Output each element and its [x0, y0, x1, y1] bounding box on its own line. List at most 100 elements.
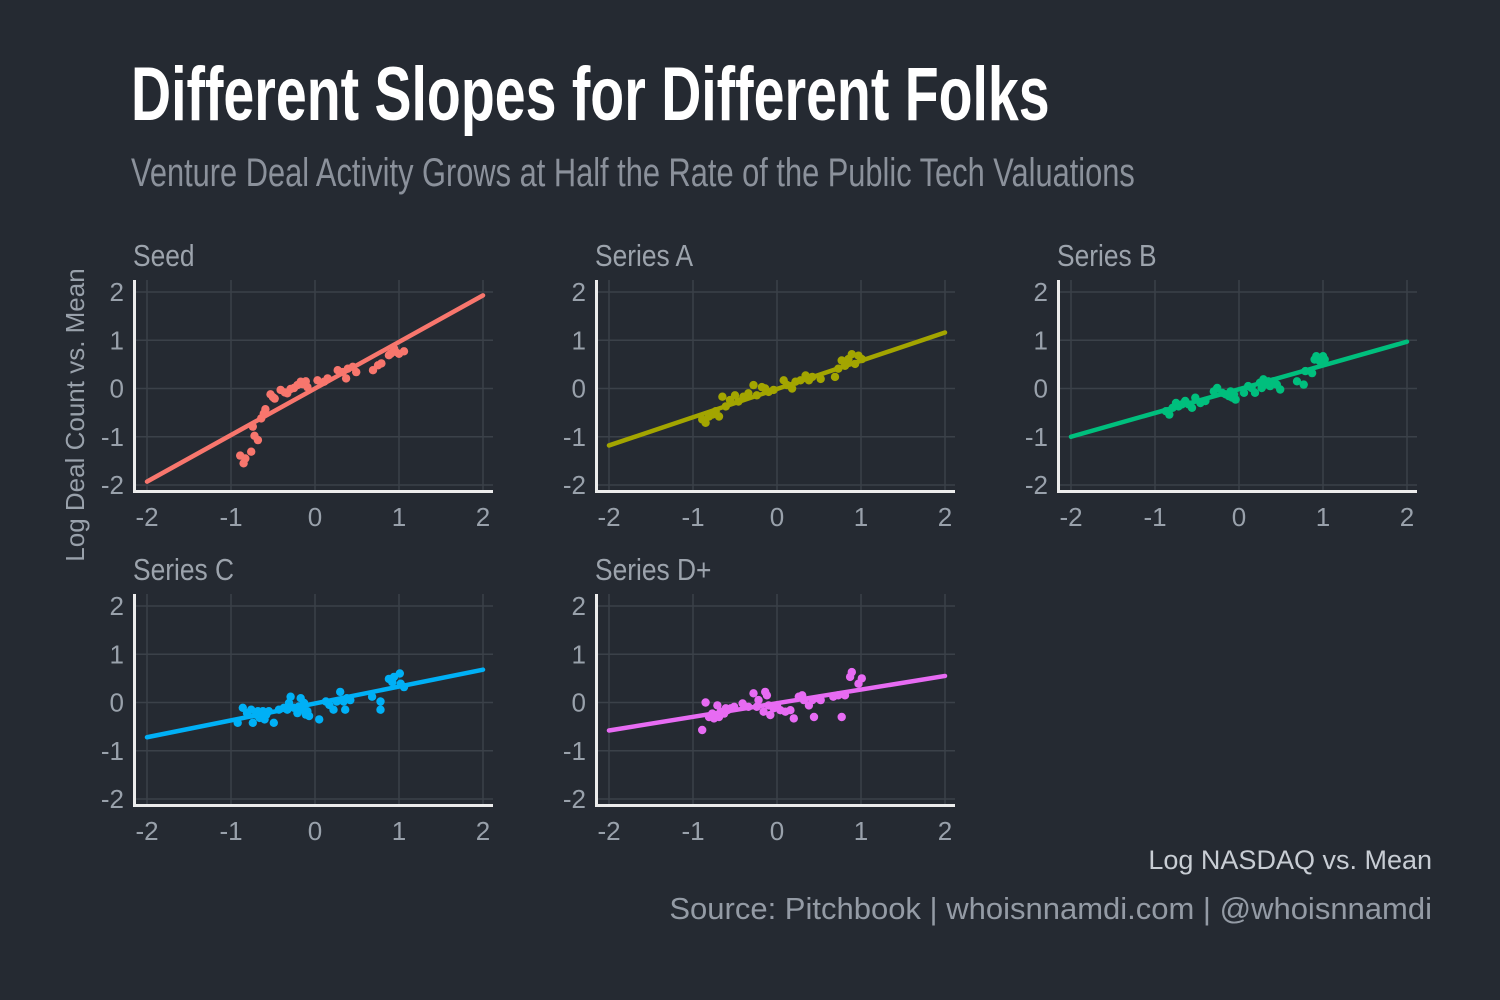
- x-tick-label: 1: [392, 816, 406, 846]
- y-tick-label: 2: [572, 280, 586, 307]
- y-tick-label: 0: [572, 688, 586, 718]
- data-point: [744, 389, 753, 398]
- y-tick-label: 2: [110, 280, 124, 307]
- x-tick-label: 1: [392, 502, 406, 532]
- data-point: [857, 674, 866, 683]
- x-tick-label: -1: [219, 816, 242, 846]
- y-tick-label: 1: [110, 325, 124, 355]
- x-tick-label: 1: [854, 502, 868, 532]
- y-tick-label: -2: [101, 470, 124, 500]
- panel-series-c: Series C -2 -1 0 1 2 -2 -1 0 1 2: [98, 552, 503, 852]
- y-tick-label: 0: [572, 374, 586, 404]
- data-point: [701, 698, 710, 707]
- x-tick-label: 2: [476, 502, 490, 532]
- y-tick-label: 0: [1034, 374, 1048, 404]
- data-point: [352, 367, 361, 377]
- data-point: [329, 705, 338, 714]
- data-point: [786, 706, 795, 715]
- x-tick-label: 2: [938, 816, 952, 846]
- data-point: [1187, 403, 1197, 412]
- y-tick-label: -1: [563, 422, 586, 452]
- data-point: [376, 705, 385, 714]
- data-point: [269, 718, 278, 727]
- data-point: [837, 712, 846, 722]
- scatter-plot-seed: -2 -1 0 1 2 -2 -1 0 1 2: [101, 280, 493, 532]
- x-tick-label: 0: [1232, 502, 1246, 532]
- x-tick-label: -1: [681, 502, 704, 532]
- data-point: [399, 347, 409, 356]
- panel-title-series-c: Series C: [133, 552, 235, 587]
- scatter-plot-series-d-plus: -2 -1 0 1 2 -2 -1 0 1 2: [563, 594, 955, 846]
- x-tick-label: 2: [476, 816, 490, 846]
- data-point: [714, 412, 724, 421]
- data-point: [698, 725, 707, 735]
- x-tick-label: 0: [770, 502, 784, 532]
- data-point: [749, 689, 758, 698]
- data-point: [241, 454, 250, 463]
- x-tick-label: 2: [938, 502, 952, 532]
- data-point: [1320, 355, 1329, 364]
- data-point: [749, 380, 758, 390]
- source-caption: Source: Pitchbook | whoisnnamdi.com | @w…: [669, 891, 1432, 926]
- data-point: [847, 350, 856, 359]
- y-axis-label: Log Deal Count vs. Mean: [60, 268, 90, 562]
- x-tick-label: 2: [1400, 502, 1414, 532]
- data-point: [762, 691, 772, 700]
- data-point: [847, 667, 856, 677]
- data-point: [754, 695, 763, 705]
- regression-line: [144, 667, 486, 740]
- x-tick-label: -1: [1143, 502, 1166, 532]
- data-point: [1292, 377, 1302, 386]
- y-tick-label: 1: [572, 639, 586, 669]
- y-tick-label: 1: [572, 325, 586, 355]
- data-point: [304, 711, 314, 721]
- panel-title-series-d-plus: Series D+: [595, 552, 712, 587]
- chart-subtitle: Venture Deal Activity Grows at Half the …: [131, 151, 1135, 195]
- data-point: [809, 712, 819, 722]
- panel-seed: Seed -2 -1 0 1 2 -2 -1 0 1 2: [98, 238, 503, 538]
- data-point: [1276, 385, 1285, 394]
- x-tick-label: -2: [597, 502, 620, 532]
- data-point: [713, 701, 722, 710]
- data-point: [376, 697, 385, 706]
- data-point: [286, 692, 295, 701]
- y-tick-label: 0: [110, 688, 124, 718]
- x-tick-label: -2: [135, 816, 158, 846]
- data-point: [341, 705, 350, 714]
- data-point: [1299, 380, 1308, 389]
- scatter-plot-series-b: -2 -1 0 1 2 -2 -1 0 1 2: [1025, 280, 1417, 532]
- data-point: [341, 374, 351, 383]
- panel-title-series-a: Series A: [595, 238, 694, 273]
- data-point: [759, 707, 768, 716]
- panel-series-a: Series A -2 -1 0 1 2 -2 -1 0 1 2: [560, 238, 965, 538]
- x-tick-label: -2: [135, 502, 158, 532]
- data-point: [336, 687, 345, 697]
- data-point: [253, 435, 263, 445]
- y-tick-label: -2: [101, 784, 124, 814]
- data-point: [377, 359, 386, 368]
- data-point: [247, 447, 256, 456]
- x-tick-label: -1: [681, 816, 704, 846]
- y-tick-label: 1: [110, 639, 124, 669]
- y-tick-label: 2: [572, 594, 586, 621]
- data-point: [730, 391, 740, 400]
- x-tick-label: 1: [854, 816, 868, 846]
- y-tick-label: -1: [1025, 422, 1048, 452]
- data-point: [1231, 395, 1240, 404]
- data-point: [395, 669, 404, 678]
- data-point: [1250, 388, 1260, 397]
- x-tick-label: 0: [308, 502, 322, 532]
- panel-title-seed: Seed: [133, 238, 195, 273]
- chart-title: Different Slopes for Different Folks: [131, 52, 1050, 137]
- data-point: [830, 372, 840, 382]
- data-point: [313, 376, 322, 385]
- data-point: [789, 714, 798, 723]
- x-tick-label: 0: [770, 816, 784, 846]
- data-point: [270, 394, 279, 403]
- y-tick-label: -1: [101, 736, 124, 766]
- regression-line: [1068, 339, 1410, 439]
- y-tick-label: 2: [1034, 280, 1048, 307]
- x-axis-label: Log NASDAQ vs. Mean: [1148, 845, 1432, 875]
- scatter-plot-series-a: -2 -1 0 1 2 -2 -1 0 1 2: [563, 280, 955, 532]
